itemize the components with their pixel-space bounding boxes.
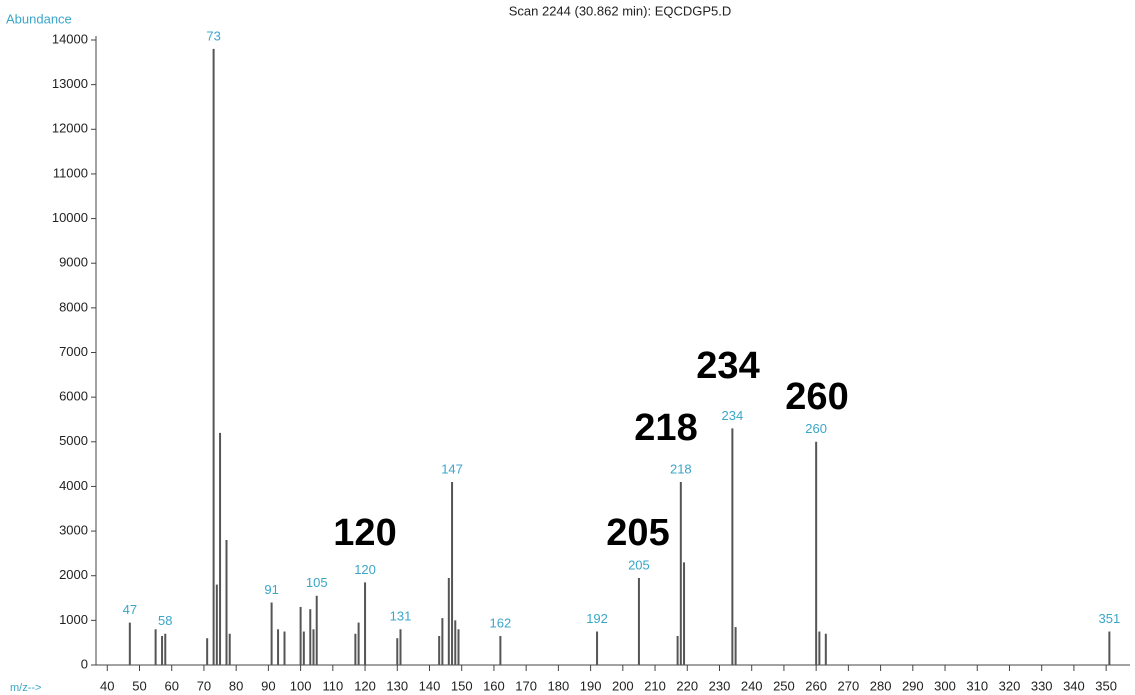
x-tick-label: 190	[580, 678, 602, 693]
y-tick-label: 7000	[59, 344, 88, 359]
y-tick-label: 2000	[59, 567, 88, 582]
x-tick-label: 350	[1095, 678, 1117, 693]
x-tick-label: 310	[966, 678, 988, 693]
x-tick-label: 270	[838, 678, 860, 693]
peak-label: 162	[490, 615, 512, 630]
x-tick-label: 240	[741, 678, 763, 693]
peak-label: 205	[628, 557, 650, 572]
peak-label: 218	[670, 461, 692, 476]
x-axis-label: m/z-->	[10, 682, 41, 694]
y-tick-label: 8000	[59, 299, 88, 314]
y-tick-label: 5000	[59, 433, 88, 448]
y-tick-label: 10000	[52, 210, 88, 225]
peak-label: 47	[123, 602, 137, 617]
y-tick-label: 4000	[59, 478, 88, 493]
x-tick-label: 340	[1063, 678, 1085, 693]
y-axis-label: Abundance	[6, 11, 72, 26]
x-tick-label: 160	[483, 678, 505, 693]
peak-label: 105	[306, 575, 328, 590]
y-tick-label: 11000	[53, 165, 88, 180]
x-tick-label: 70	[197, 678, 211, 693]
peak-label: 234	[722, 408, 744, 423]
x-tick-label: 100	[290, 678, 312, 693]
peak-label: 58	[158, 613, 172, 628]
annotation: 218	[634, 407, 697, 449]
annotation: 234	[696, 345, 759, 387]
x-tick-label: 150	[451, 678, 473, 693]
x-tick-label: 60	[164, 678, 178, 693]
y-tick-label: 12000	[52, 121, 88, 136]
y-tick-label: 1000	[59, 612, 88, 627]
x-tick-label: 50	[132, 678, 146, 693]
x-tick-label: 80	[229, 678, 243, 693]
x-tick-label: 280	[870, 678, 892, 693]
peak-label: 91	[264, 582, 278, 597]
annotation: 205	[606, 512, 669, 554]
peak-label: 351	[1099, 611, 1121, 626]
peak-label: 73	[206, 28, 220, 43]
x-tick-label: 40	[100, 678, 114, 693]
chart-title: Scan 2244 (30.862 min): EQCDGP5.D	[509, 3, 732, 18]
y-tick-label: 0	[81, 656, 88, 671]
peak-label: 192	[586, 611, 608, 626]
x-tick-label: 290	[902, 678, 924, 693]
peak-label: 147	[441, 461, 463, 476]
y-tick-label: 6000	[59, 389, 88, 404]
peak-label: 260	[805, 421, 827, 436]
y-tick-label: 13000	[52, 76, 88, 91]
y-tick-label: 3000	[59, 523, 88, 538]
annotation: 120	[333, 512, 396, 554]
peak-label: 120	[354, 562, 376, 577]
y-tick-label: 9000	[59, 255, 88, 270]
x-tick-label: 230	[709, 678, 731, 693]
x-tick-label: 130	[386, 678, 408, 693]
x-tick-label: 170	[515, 678, 537, 693]
x-tick-label: 250	[773, 678, 795, 693]
x-tick-label: 180	[548, 678, 570, 693]
x-tick-label: 140	[419, 678, 441, 693]
x-tick-label: 210	[644, 678, 666, 693]
x-tick-label: 200	[612, 678, 634, 693]
annotation: 260	[785, 376, 848, 418]
x-tick-label: 300	[934, 678, 956, 693]
x-tick-label: 120	[354, 678, 376, 693]
peak-label: 131	[390, 609, 412, 624]
x-tick-label: 220	[676, 678, 698, 693]
x-tick-label: 90	[261, 678, 275, 693]
x-tick-label: 330	[1031, 678, 1053, 693]
x-tick-label: 260	[805, 678, 827, 693]
x-tick-label: 110	[322, 678, 343, 693]
y-tick-label: 14000	[52, 31, 88, 46]
x-tick-label: 320	[999, 678, 1021, 693]
